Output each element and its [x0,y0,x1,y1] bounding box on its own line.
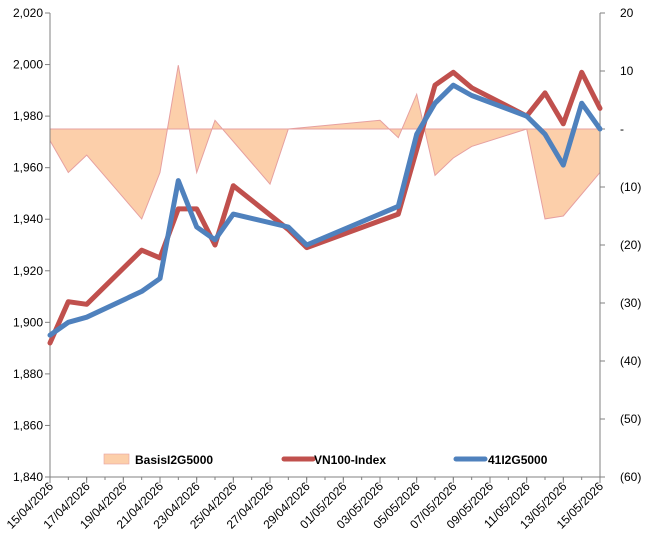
basis-area-layer [49,65,601,220]
left-tick-label: 2,020 [13,6,43,20]
left-tick-label: 2,000 [13,58,43,72]
right-tick-label: 20 [620,6,634,20]
left-tick-label: 1,940 [13,212,43,226]
left-tick-label: 1,920 [13,264,43,278]
left-tick-label: 1,980 [13,109,43,123]
axes-layer [49,13,601,478]
right-tick-label: (20) [620,238,641,252]
legend-swatch-basis [103,453,130,465]
line-41i2g5000 [47,82,603,338]
legend-label-41i2g5000: 41I2G5000 [488,453,548,467]
left-tick-label: 1,880 [13,367,43,381]
right-tick-label: (30) [620,296,641,310]
basis-area [49,65,601,220]
right-tick-label: 10 [620,64,634,78]
right-tick-label: (50) [620,412,641,426]
right-tick-label: (40) [620,354,641,368]
legend-label-basis: BasisI2G5000 [135,453,213,467]
left-tick-label: 1,860 [13,418,43,432]
left-tick-label: 1,900 [13,315,43,329]
left-tick-label: 1,840 [13,470,43,484]
legend-label-vn100: VN100-Index [314,453,386,467]
right-tick-label: (10) [620,180,641,194]
left-tick-label: 1,960 [13,161,43,175]
series-lines-layer [47,69,603,346]
legend: BasisI2G5000 VN100-Index 41I2G5000 [103,453,548,467]
right-tick-label: - [620,122,624,136]
right-tick-label: (60) [620,470,641,484]
vn100-index-line [47,69,603,346]
